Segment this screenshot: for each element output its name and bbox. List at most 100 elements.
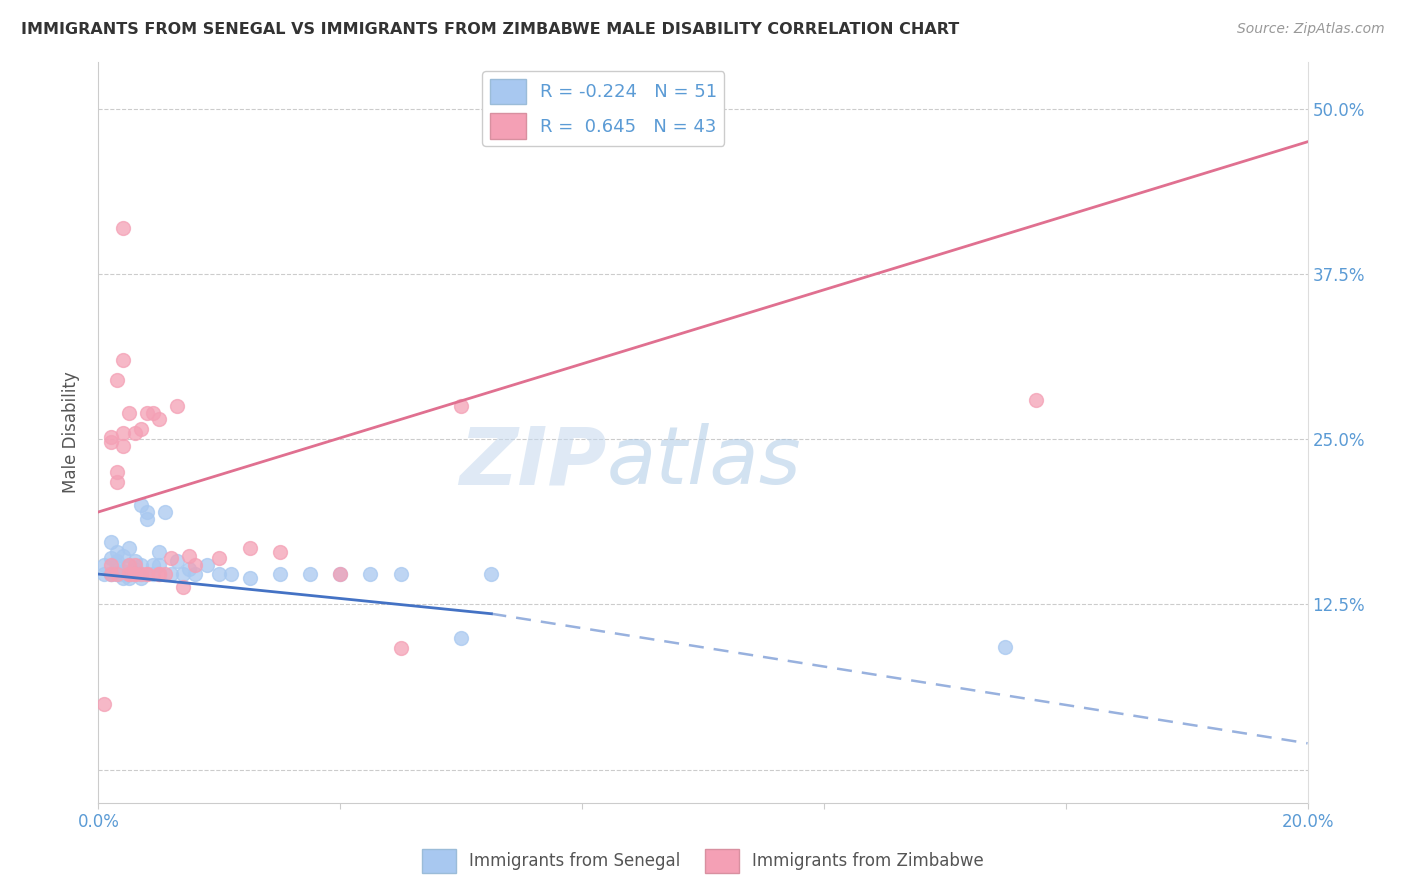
Point — [124, 567, 146, 582]
Point — [111, 220, 134, 235]
Point — [105, 567, 128, 582]
Point — [153, 505, 176, 519]
Point — [118, 567, 141, 582]
Point — [105, 475, 128, 489]
Point — [118, 567, 141, 582]
Point — [142, 558, 165, 572]
Point — [208, 567, 231, 582]
Point — [118, 558, 141, 572]
Point — [129, 571, 152, 585]
Point — [129, 558, 152, 572]
Point — [239, 571, 262, 585]
Point — [172, 580, 194, 594]
Text: ZIP: ZIP — [458, 423, 606, 501]
Point — [239, 541, 262, 555]
Point — [124, 554, 146, 568]
Point — [135, 567, 157, 582]
Point — [105, 465, 128, 479]
Point — [100, 567, 122, 582]
Point — [93, 567, 115, 582]
Point — [111, 352, 134, 367]
Legend: R = -0.224   N = 51, R =  0.645   N = 43: R = -0.224 N = 51, R = 0.645 N = 43 — [482, 71, 724, 146]
Point — [129, 567, 152, 582]
Point — [93, 697, 115, 711]
Point — [111, 439, 134, 453]
Point — [105, 544, 128, 558]
Point — [105, 558, 128, 572]
Point — [153, 567, 176, 582]
Point — [184, 558, 207, 572]
Point — [118, 567, 141, 582]
Point — [118, 571, 141, 585]
Point — [360, 567, 382, 582]
Point — [166, 399, 188, 413]
Point — [166, 554, 188, 568]
Point — [100, 558, 122, 572]
Point — [93, 558, 115, 572]
Point — [142, 406, 165, 420]
Point — [118, 558, 141, 572]
Point — [135, 505, 157, 519]
Point — [129, 567, 152, 582]
Point — [148, 558, 170, 572]
Point — [100, 429, 122, 443]
Point — [172, 567, 194, 582]
Point — [135, 567, 157, 582]
Point — [329, 567, 352, 582]
Point — [269, 567, 291, 582]
Point — [179, 562, 201, 576]
Point — [124, 567, 146, 582]
Text: Source: ZipAtlas.com: Source: ZipAtlas.com — [1237, 22, 1385, 37]
Text: IMMIGRANTS FROM SENEGAL VS IMMIGRANTS FROM ZIMBABWE MALE DISABILITY CORRELATION : IMMIGRANTS FROM SENEGAL VS IMMIGRANTS FR… — [21, 22, 959, 37]
Point — [389, 567, 412, 582]
Point — [105, 567, 128, 582]
Point — [111, 571, 134, 585]
Point — [100, 567, 122, 582]
Point — [184, 567, 207, 582]
Point — [450, 399, 472, 413]
Point — [450, 631, 472, 645]
Point — [100, 434, 122, 449]
Point — [124, 567, 146, 582]
Point — [105, 373, 128, 387]
Point — [481, 567, 503, 582]
Point — [118, 567, 141, 582]
Point — [179, 549, 201, 563]
Point — [142, 567, 165, 582]
Point — [100, 535, 122, 549]
Point — [148, 412, 170, 426]
Point — [148, 544, 170, 558]
Point — [124, 562, 146, 576]
Point — [100, 567, 122, 582]
Point — [221, 567, 243, 582]
Point — [299, 567, 322, 582]
Point — [111, 565, 134, 579]
Point — [269, 544, 291, 558]
Point — [135, 406, 157, 420]
Point — [111, 567, 134, 582]
Point — [389, 641, 412, 656]
Point — [118, 406, 141, 420]
Point — [105, 567, 128, 582]
Point — [111, 425, 134, 440]
Point — [1024, 392, 1046, 407]
Point — [208, 551, 231, 566]
Point — [135, 511, 157, 525]
Point — [124, 425, 146, 440]
Point — [124, 558, 146, 572]
Point — [160, 551, 183, 566]
Point — [148, 567, 170, 582]
Point — [160, 567, 183, 582]
Point — [129, 499, 152, 513]
Point — [195, 558, 218, 572]
Point — [118, 541, 141, 555]
Y-axis label: Male Disability: Male Disability — [62, 372, 80, 493]
Point — [329, 567, 352, 582]
Point — [105, 554, 128, 568]
Point — [129, 422, 152, 436]
Point — [100, 551, 122, 566]
Point — [148, 567, 170, 582]
Point — [994, 640, 1017, 654]
Legend: Immigrants from Senegal, Immigrants from Zimbabwe: Immigrants from Senegal, Immigrants from… — [416, 842, 990, 880]
Point — [111, 549, 134, 563]
